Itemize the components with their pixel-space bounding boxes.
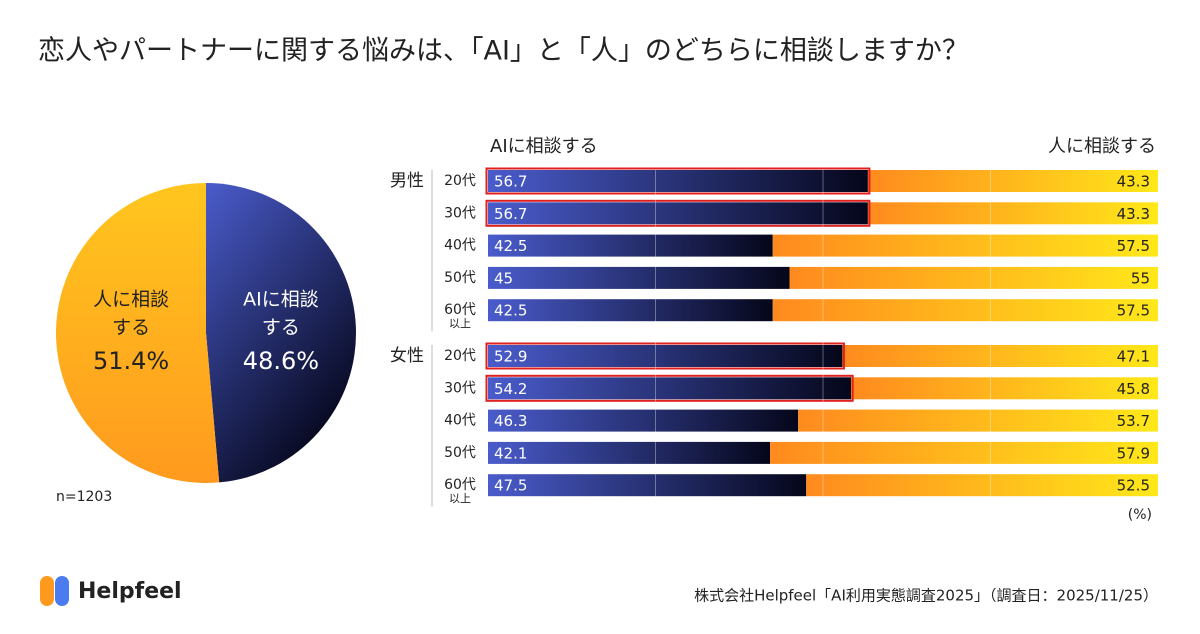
- bar-segment: [770, 441, 1158, 464]
- brand: Helpfeel: [78, 579, 182, 604]
- value-label: 52.9: [494, 348, 527, 366]
- value-label: 47.1: [1117, 348, 1150, 366]
- bar-segment: [798, 409, 1158, 432]
- slice-label: AIに相談: [243, 289, 319, 311]
- category-label: 20代: [444, 173, 476, 189]
- category-label: 50代: [444, 270, 476, 286]
- title: 恋人やパートナーに関する悩みは、「AI」と「人」のどちらに相談しますか？: [38, 36, 969, 67]
- category-label: 50代: [444, 445, 476, 461]
- value-label: 56.7: [494, 173, 527, 191]
- bar-segment: [867, 202, 1158, 225]
- value-label: 53.7: [1117, 412, 1150, 430]
- value-label: 55: [1131, 269, 1150, 287]
- bar-segment: [488, 202, 868, 225]
- category-note: 以上: [449, 317, 471, 330]
- bar-segment: [488, 266, 790, 289]
- highlight: [485, 167, 871, 195]
- bar-segment: [867, 170, 1158, 192]
- bar-segment: [488, 234, 773, 257]
- value-label: 56.7: [494, 205, 527, 223]
- bar-segment: [488, 170, 868, 192]
- value-label: 42.1: [494, 444, 527, 462]
- legend: 人に相談する: [1048, 136, 1156, 157]
- pie-slice: [206, 183, 357, 483]
- value-label: 42.5: [494, 302, 527, 320]
- pie-slice: [56, 183, 220, 483]
- bar-segment: [789, 266, 1158, 289]
- value-label: 57.5: [1117, 302, 1150, 320]
- value-label: 43.3: [1117, 173, 1150, 191]
- value-label: 45.8: [1117, 380, 1150, 398]
- category-label: 30代: [444, 380, 476, 396]
- value-label: 46.3: [494, 412, 527, 430]
- value-label: 42.5: [494, 237, 527, 255]
- value-label: 57.9: [1117, 444, 1150, 462]
- bar-segment: [488, 409, 799, 432]
- bar-segment: [488, 345, 843, 367]
- group-label: 男性: [390, 171, 424, 191]
- highlight: [485, 199, 871, 227]
- value-label: 47.5: [494, 477, 527, 495]
- category-label: 40代: [444, 238, 476, 254]
- source: 株式会社Helpfeel「AI利用実態調査2025」（調査日：2025/11/2…: [694, 587, 1158, 605]
- value-label: 52.5: [1117, 477, 1150, 495]
- bar-segment: [842, 345, 1158, 367]
- category-label: 30代: [444, 205, 476, 221]
- slice-value: 48.6%: [243, 347, 319, 375]
- bar-segment: [488, 441, 771, 464]
- category-label: 20代: [444, 348, 476, 364]
- bar-segment: [772, 299, 1158, 322]
- highlight: [485, 374, 854, 402]
- note: n=1203: [56, 489, 112, 505]
- bar-segment: [772, 234, 1158, 257]
- group-label: 女性: [390, 346, 424, 366]
- category-note: 以上: [449, 492, 471, 505]
- bar-segment: [851, 377, 1158, 400]
- value-label: 45: [494, 269, 513, 287]
- bar-segment: [806, 474, 1158, 497]
- bar-segment: [488, 377, 852, 400]
- slice-label: 人に相談: [93, 289, 169, 311]
- category-label: 60代: [444, 477, 476, 493]
- category-label: 40代: [444, 413, 476, 429]
- slice-label: する: [112, 317, 150, 339]
- highlight: [485, 342, 845, 370]
- category-label: 60代: [444, 302, 476, 318]
- slice-label: する: [262, 317, 300, 339]
- bar-segment: [488, 299, 773, 322]
- logo: [40, 576, 69, 606]
- legend: AIに相談する: [490, 136, 598, 157]
- bar-segment: [488, 474, 807, 497]
- value-label: 43.3: [1117, 205, 1150, 223]
- unit: (%): [1128, 507, 1152, 523]
- value-label: 54.2: [494, 380, 527, 398]
- value-label: 57.5: [1117, 237, 1150, 255]
- slice-value: 51.4%: [93, 347, 169, 375]
